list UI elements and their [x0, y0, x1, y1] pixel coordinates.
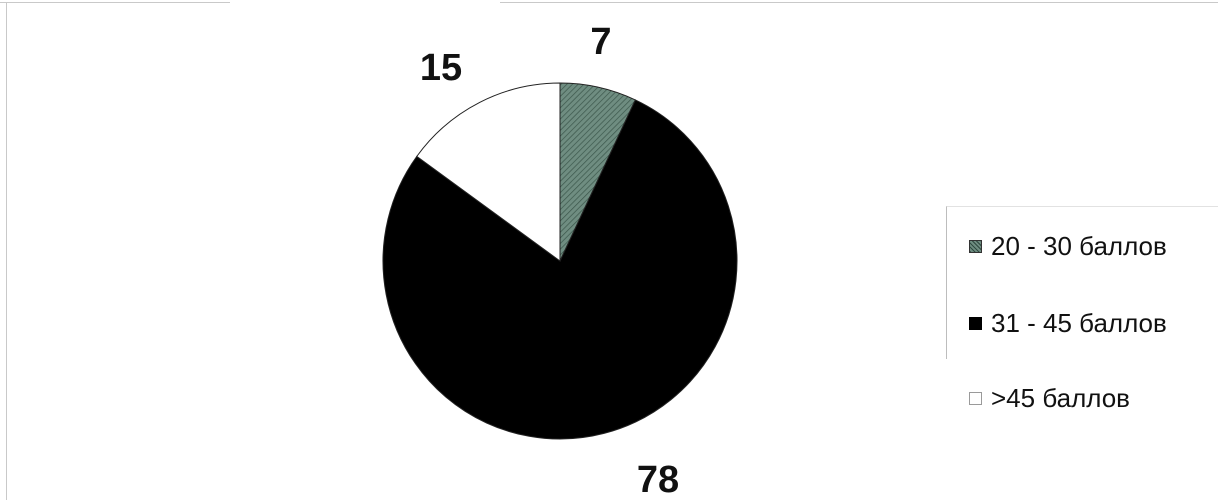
data-label-20-30: 7: [590, 21, 611, 63]
legend-label-20-30: 20 - 30 баллов: [991, 231, 1167, 261]
legend-swatch-hatched-icon: [969, 240, 982, 253]
frame-top-right-line: [500, 2, 1218, 3]
legend-item-over-45: >45 баллов: [969, 383, 1130, 414]
legend-item-31-45: 31 - 45 баллов: [969, 308, 1167, 339]
legend-swatch-white-icon: [969, 392, 982, 405]
pie-slice-over-45: [416, 82, 561, 262]
legend-item-20-30: 20 - 30 баллов: [969, 231, 1167, 262]
legend-label-31-45: 31 - 45 баллов: [991, 308, 1167, 338]
legend: 20 - 30 баллов 31 - 45 баллов >45 баллов: [946, 206, 1218, 413]
data-label-31-45: 78: [637, 459, 679, 500]
frame-left-line: [6, 2, 7, 500]
legend-swatch-black-icon: [969, 317, 982, 330]
frame-top-left-line: [0, 2, 230, 3]
pie-slice-31-45: [382, 99, 738, 440]
data-label-over-45: 15: [420, 47, 462, 89]
legend-label-over-45: >45 баллов: [991, 383, 1130, 413]
